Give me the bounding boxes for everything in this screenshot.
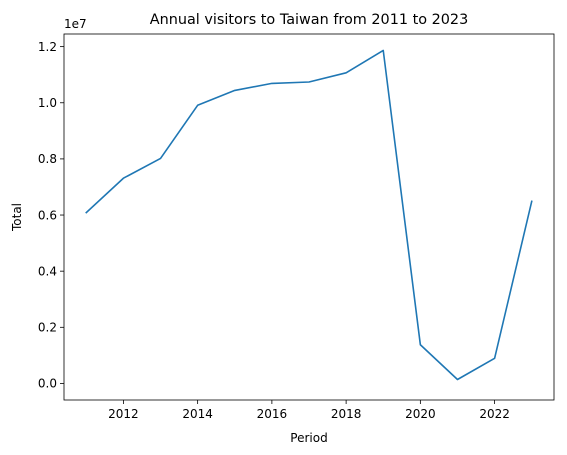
y-axis-label: Total [10, 203, 24, 232]
series-line [85, 49, 533, 381]
chart-title: Annual visitors to Taiwan from 2011 to 2… [150, 12, 468, 28]
x-axis-label: Period [290, 431, 327, 445]
x-tick-label: 2022 [479, 407, 510, 421]
x-tick-label: 2012 [108, 407, 139, 421]
y-tick-label: 1.2 [38, 40, 57, 54]
x-tick-label: 2018 [331, 407, 362, 421]
y-tick-label: 0.4 [38, 264, 57, 278]
plot-frame [63, 33, 555, 401]
y-tick-label: 0.6 [38, 208, 57, 222]
y-tick-label: 0.0 [38, 377, 57, 391]
x-tick-label: 2016 [257, 407, 288, 421]
plot-area: 2012 2014 2016 2018 2020 2022 0.0 0.2 0.4 0.6 0.8 1… [38, 33, 555, 421]
y-tick-label: 0.2 [38, 321, 57, 335]
x-tick-label: 2020 [405, 407, 436, 421]
y-tick-label: 1.0 [38, 96, 57, 110]
x-tick-label: 2014 [182, 407, 213, 421]
y-axis-offset-label: 1e7 [64, 17, 87, 31]
y-tick-label: 0.8 [38, 152, 57, 166]
